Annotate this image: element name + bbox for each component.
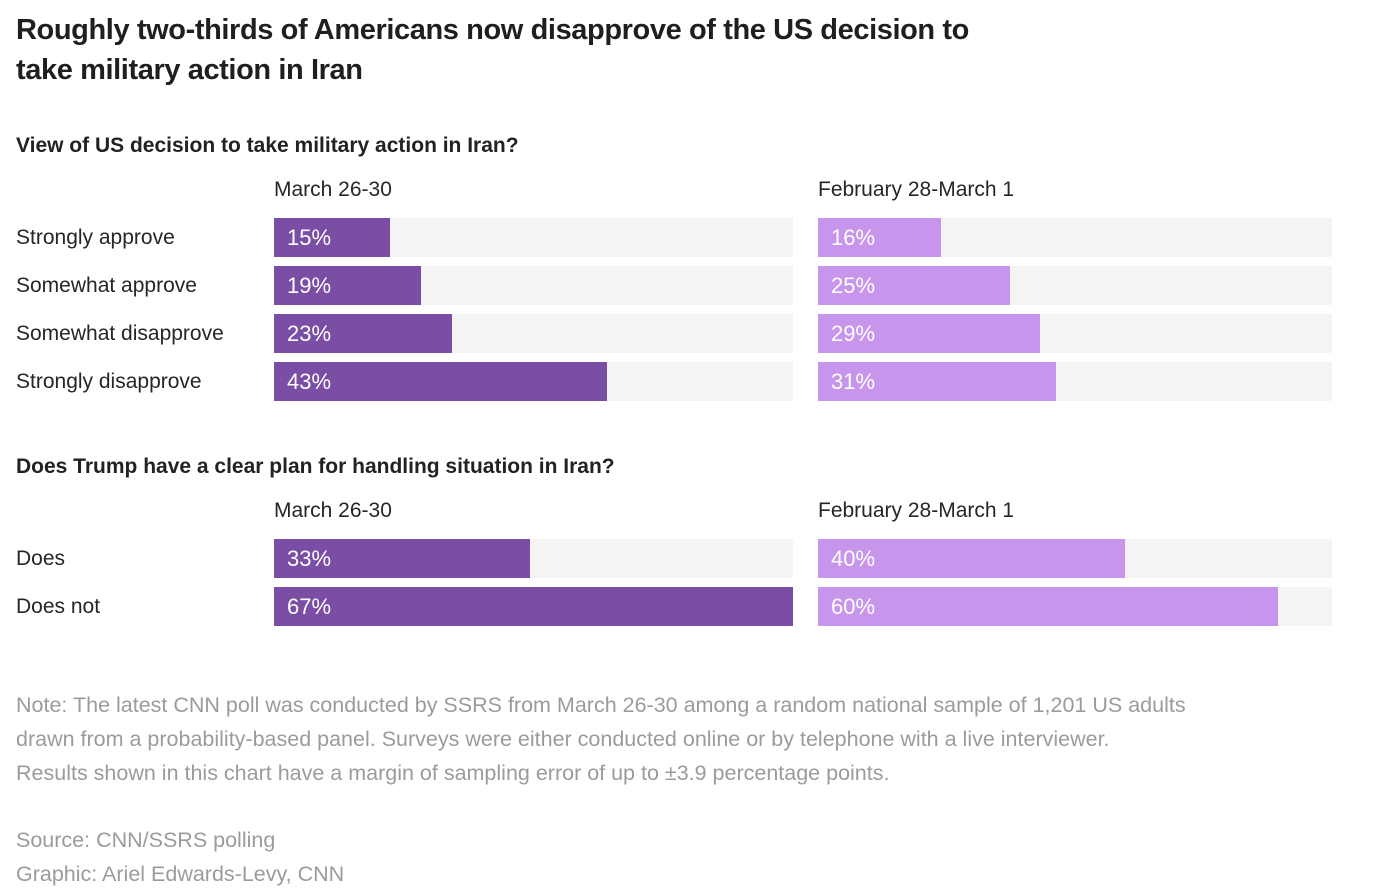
chart-section-military-action: View of US decision to take military act… <box>16 134 1374 401</box>
page-title-line-2: take military action in Iran <box>16 54 363 86</box>
bar-track: 29% <box>818 314 1332 353</box>
bar-value-label: 43% <box>287 368 332 394</box>
page-title: Roughly two-thirds of Americans now disa… <box>16 10 1326 90</box>
page-title-line-1: Roughly two-thirds of Americans now disa… <box>16 14 969 46</box>
bar: 60% <box>818 587 1279 626</box>
column-headers: March 26-30 February 28-March 1 <box>274 178 1374 202</box>
bar: 31% <box>818 362 1056 401</box>
bar-track: 43% <box>274 362 793 401</box>
bar: 19% <box>274 266 422 305</box>
bar: 23% <box>274 314 453 353</box>
bar-value-label: 23% <box>287 320 332 346</box>
chart-question-title: Does Trump have a clear plan for handlin… <box>16 455 615 478</box>
bar-track: 40% <box>818 539 1332 578</box>
bar: 29% <box>818 314 1041 353</box>
chart-section-clear-plan: Does Trump have a clear plan for handlin… <box>16 455 1374 626</box>
chart-row: Does not 67% 60% <box>16 587 1374 626</box>
bar: 67% <box>274 587 793 626</box>
bar: 33% <box>274 539 530 578</box>
bar-track: 31% <box>818 362 1332 401</box>
category-label: Somewhat approve <box>16 273 197 297</box>
bar: 25% <box>818 266 1010 305</box>
column-header-recent: March 26-30 <box>274 178 392 201</box>
category-label: Does not <box>16 594 101 618</box>
source-line: Source: CNN/SSRS polling <box>16 828 276 852</box>
bar-value-label: 29% <box>831 320 876 346</box>
bar-value-label: 16% <box>831 224 876 250</box>
category-label: Strongly disapprove <box>16 369 202 393</box>
bar-value-label: 33% <box>287 545 332 571</box>
methodology-note: Note: The latest CNN poll was conducted … <box>16 688 1374 790</box>
chart-row: Somewhat disapprove 23% 29% <box>16 314 1374 353</box>
category-label: Does <box>16 546 66 570</box>
bar-track: 16% <box>818 218 1332 257</box>
note-line-1: Note: The latest CNN poll was conducted … <box>16 693 1186 717</box>
bar-value-label: 40% <box>831 545 876 571</box>
chart-row: Somewhat approve 19% 25% <box>16 266 1374 305</box>
note-line-3: Results shown in this chart have a margi… <box>16 761 890 785</box>
category-label: Strongly approve <box>16 225 175 249</box>
bar-track: 15% <box>274 218 793 257</box>
chart-row: Does 33% 40% <box>16 539 1374 578</box>
bar-value-label: 15% <box>287 224 332 250</box>
bar: 16% <box>818 218 941 257</box>
column-header-recent: March 26-30 <box>274 499 392 522</box>
bar-track: 33% <box>274 539 793 578</box>
bar-value-label: 31% <box>831 368 876 394</box>
bar-track: 25% <box>818 266 1332 305</box>
bar-track: 67% <box>274 587 793 626</box>
bar-track: 19% <box>274 266 793 305</box>
bar-track: 23% <box>274 314 793 353</box>
column-header-previous: February 28-March 1 <box>818 178 1015 201</box>
column-headers: March 26-30 February 28-March 1 <box>274 499 1374 523</box>
category-label: Somewhat disapprove <box>16 321 224 345</box>
chart-row: Strongly disapprove 43% 31% <box>16 362 1374 401</box>
bar-value-label: 19% <box>287 272 332 298</box>
bar: 43% <box>274 362 608 401</box>
chart-rows: Does 33% 40% Does not 67% 60% <box>16 539 1374 626</box>
column-header-previous: February 28-March 1 <box>818 499 1015 522</box>
bar-value-label: 67% <box>287 593 332 619</box>
note-line-2: drawn from a probability-based panel. Su… <box>16 727 1110 751</box>
bar-value-label: 60% <box>831 593 876 619</box>
chart-question-title: View of US decision to take military act… <box>16 134 519 157</box>
bar: 40% <box>818 539 1125 578</box>
bar-value-label: 25% <box>831 272 876 298</box>
chart-row: Strongly approve 15% 16% <box>16 218 1374 257</box>
source-block: Source: CNN/SSRS polling Graphic: Ariel … <box>16 823 1374 891</box>
credit-line: Graphic: Ariel Edwards-Levy, CNN <box>16 862 345 886</box>
bar-track: 60% <box>818 587 1332 626</box>
chart-rows: Strongly approve 15% 16% Somewhat approve 19… <box>16 218 1374 401</box>
bar: 15% <box>274 218 391 257</box>
